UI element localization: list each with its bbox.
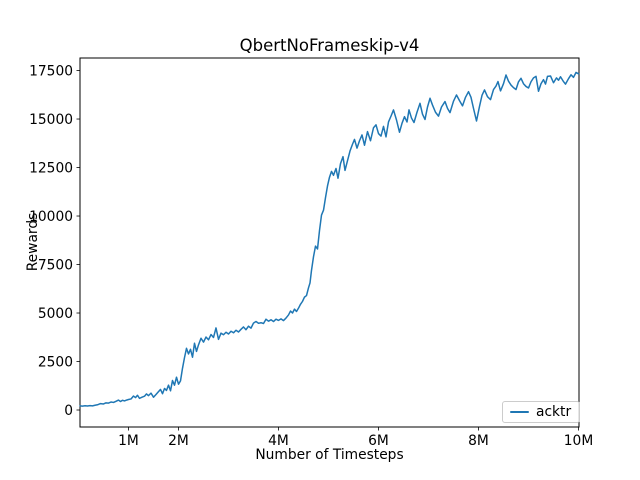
y-tick-label: 17500 [29, 63, 73, 79]
x-tick-label: 2M [168, 433, 189, 449]
chart-title: QbertNoFrameskip-v4 [239, 36, 420, 55]
axes-spines [79, 57, 580, 428]
y-tick-label: 2500 [38, 354, 73, 370]
legend-label: acktr [536, 404, 572, 420]
acktr-line [79, 71, 580, 407]
y-tick-label: 0 [64, 403, 73, 419]
x-tick-label: 6M [368, 433, 389, 449]
x-tick-label: 4M [268, 433, 289, 449]
x-tick-label: 10M [564, 433, 593, 449]
y-tick-label: 7500 [38, 257, 73, 273]
y-tick-label: 10000 [29, 209, 73, 225]
x-axis-label: Number of Timesteps [255, 447, 404, 463]
legend-line-sample [510, 411, 529, 413]
x-tick-label: 1M [118, 433, 139, 449]
y-tick-label: 15000 [29, 112, 73, 128]
legend: acktr [502, 401, 580, 423]
y-tick-label: 5000 [38, 306, 73, 322]
y-tick-label: 12500 [29, 160, 73, 176]
x-tick-label: 8M [468, 433, 489, 449]
